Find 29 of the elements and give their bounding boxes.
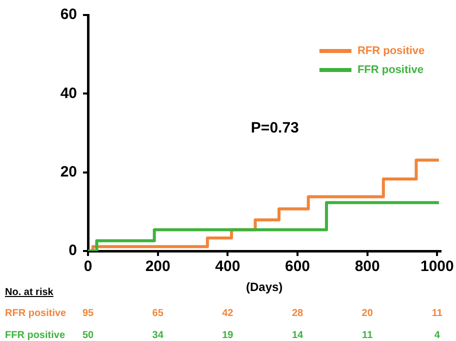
text: 19	[222, 330, 234, 341]
y-tick-label: 0	[68, 242, 77, 260]
text: 95	[82, 308, 94, 319]
text: 11	[432, 308, 443, 319]
text: 34	[152, 330, 164, 341]
y-tick-label: 40	[60, 84, 77, 102]
text: 28	[292, 308, 304, 319]
legend-label: FFR positive	[357, 64, 424, 76]
text: 42	[222, 308, 234, 319]
x-tick-label: 200	[145, 258, 170, 276]
text: 50	[82, 330, 94, 341]
text: No. at risk	[5, 286, 54, 299]
legend-label: RFR positive	[357, 45, 425, 58]
x-tick-label: 400	[215, 258, 240, 276]
x-axis-title: (Days)	[246, 280, 283, 294]
text: RFR positive	[5, 308, 66, 319]
y-tick-label: 60	[60, 6, 77, 24]
y-tick-label: 20	[60, 163, 77, 180]
x-tick-label: 600	[284, 258, 310, 276]
text: FFR positive	[5, 330, 66, 341]
x-tick-label: 1000	[420, 258, 454, 276]
text: 65	[152, 308, 164, 319]
x-tick-label: 0	[84, 258, 92, 276]
text: 20	[362, 308, 374, 319]
x-tick-label: 800	[354, 258, 380, 276]
annotation: P=0.73	[250, 119, 299, 136]
text: 14	[292, 330, 304, 341]
text: 11	[362, 330, 374, 341]
text: 4	[434, 330, 440, 341]
